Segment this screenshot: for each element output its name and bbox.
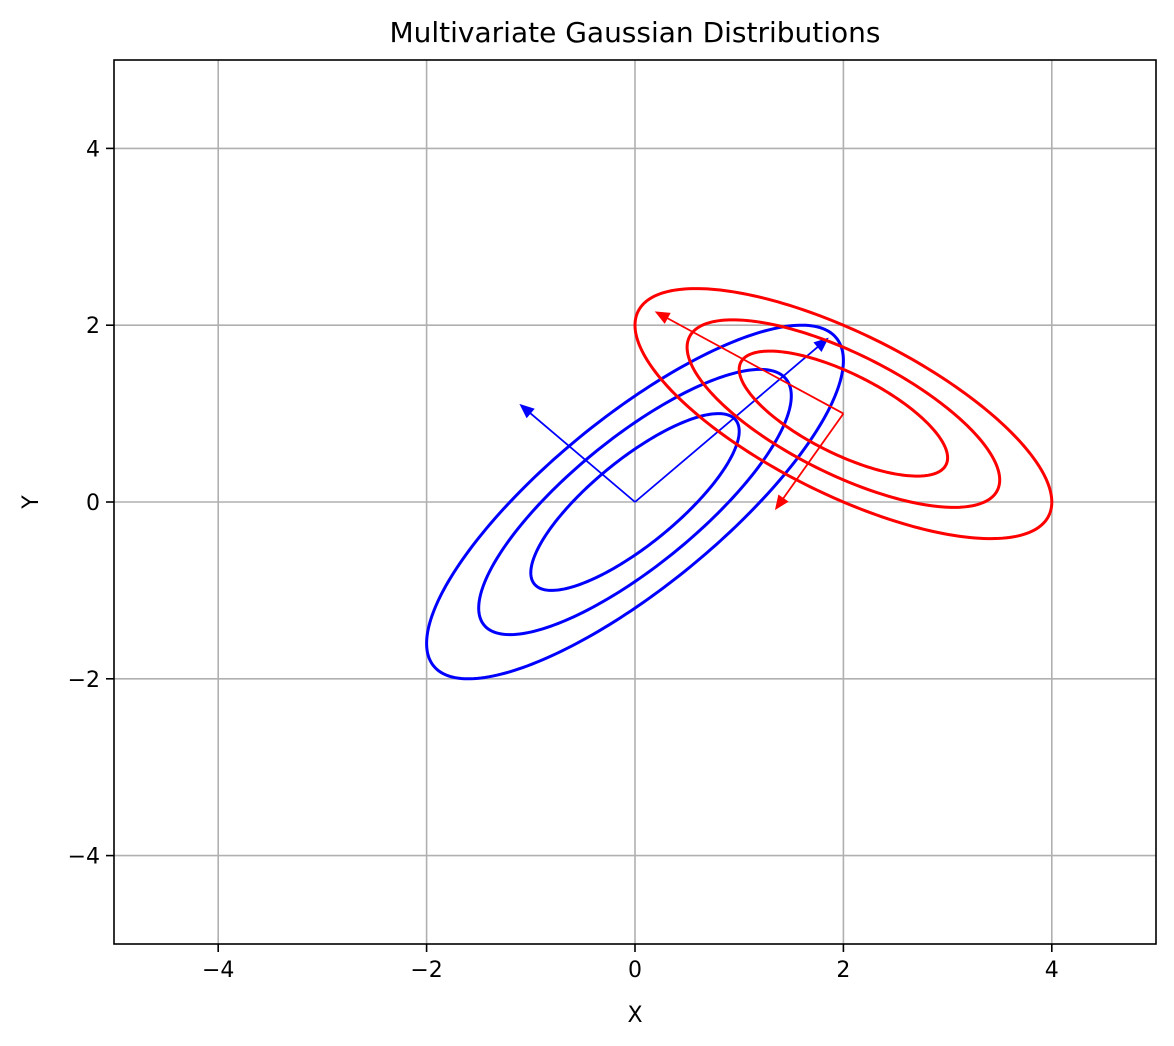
x-tick-label: 2 [836, 958, 850, 983]
x-tick-label: 0 [628, 958, 642, 983]
gaussian-series-1 [425, 323, 845, 681]
y-tick-label: 2 [86, 314, 100, 339]
ticks: −4 −2 0 2 4 −4 −2 0 2 4 [68, 137, 1059, 983]
arrow-head [813, 337, 829, 352]
x-tick-label: −4 [202, 958, 234, 983]
contour-ellipse [633, 287, 1054, 541]
y-tick-label: −4 [68, 845, 100, 870]
eigenvector-arrow [666, 317, 844, 415]
eigenvector-arrow [782, 413, 845, 499]
x-tick-label: 4 [1045, 958, 1059, 983]
contour-ellipse [529, 412, 741, 592]
gaussian-series-2 [633, 287, 1054, 541]
contour-ellipse [425, 323, 845, 681]
y-axis-label: Y [19, 495, 44, 510]
arrow-head [654, 311, 671, 324]
chart-title: Multivariate Gaussian Distributions [389, 16, 880, 49]
y-tick-label: 0 [86, 491, 100, 516]
y-tick-label: 4 [86, 137, 100, 162]
series-layer [425, 287, 1054, 681]
contour-ellipse [685, 318, 1002, 509]
contour-ellipse [737, 349, 950, 478]
eigenvector-arrow [634, 346, 819, 503]
eigenvector-arrow [529, 412, 636, 503]
y-tick-label: −2 [68, 668, 100, 693]
arrow-head [774, 494, 789, 511]
arrow-head [519, 403, 535, 419]
x-axis-label: X [627, 1003, 642, 1028]
x-tick-label: −2 [410, 958, 442, 983]
contour-ellipse [477, 367, 793, 637]
